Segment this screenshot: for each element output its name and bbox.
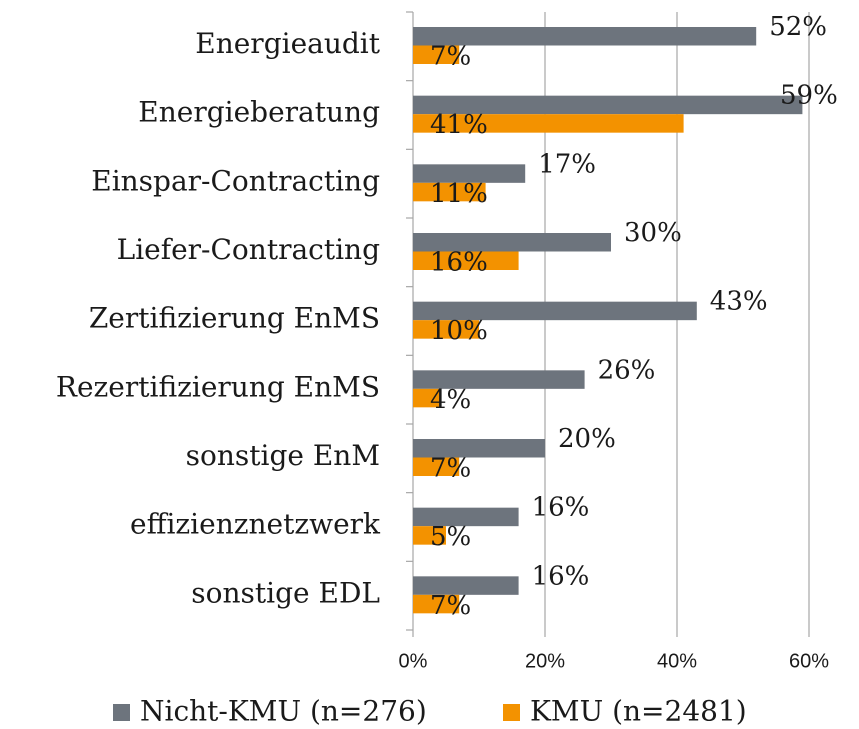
category-label: effizienznetzwerk — [130, 508, 381, 541]
bar — [413, 45, 460, 64]
category-label: Einspar-Contracting — [91, 164, 380, 197]
legend-label: KMU (n=2481) — [530, 695, 747, 728]
data-label: 16% — [532, 493, 590, 523]
legend-swatch — [503, 704, 520, 721]
data-label: 7% — [430, 454, 471, 484]
data-label: 30% — [624, 218, 682, 248]
category-label: Energieaudit — [195, 27, 380, 60]
bar — [413, 507, 519, 527]
data-label: 59% — [780, 81, 838, 111]
legend-swatch — [113, 704, 130, 721]
data-label: 5% — [430, 522, 471, 552]
bar — [413, 439, 545, 458]
legend-label: Nicht-KMU (n=276) — [140, 695, 427, 728]
category-label: Rezertifizierung EnMS — [56, 370, 380, 403]
category-label: Energieberatung — [138, 96, 380, 129]
data-label: 7% — [430, 591, 471, 621]
bar — [413, 457, 460, 476]
bar — [413, 526, 446, 545]
bar — [413, 594, 460, 614]
data-label: 7% — [430, 42, 471, 72]
category-label: sonstige EDL — [191, 576, 380, 609]
bar — [413, 320, 479, 339]
bar — [413, 576, 519, 595]
bar — [413, 114, 684, 133]
data-label: 11% — [430, 179, 488, 209]
data-label: 17% — [538, 149, 596, 179]
data-label: 16% — [532, 561, 590, 591]
x-tick-label: 0% — [399, 650, 428, 672]
x-tick-label: 20% — [525, 650, 565, 672]
category-label: sonstige EnM — [186, 439, 380, 472]
data-label: 26% — [598, 355, 656, 385]
x-tick-label: 40% — [657, 650, 697, 672]
data-label: 52% — [769, 12, 827, 42]
data-label: 43% — [710, 287, 768, 317]
bar — [413, 27, 757, 46]
bar — [413, 388, 440, 408]
bar — [413, 182, 486, 202]
bar — [413, 233, 611, 252]
data-label: 16% — [430, 248, 488, 278]
data-label: 4% — [430, 385, 471, 415]
bar — [413, 301, 697, 321]
bar — [413, 251, 519, 270]
category-label: Liefer-Contracting — [117, 233, 380, 266]
data-label: 10% — [430, 316, 488, 346]
data-label: 20% — [558, 424, 616, 454]
x-tick-label: 60% — [789, 650, 829, 672]
bar — [413, 164, 526, 183]
bar — [413, 95, 803, 115]
category-label: Zertifizierung EnMS — [89, 302, 380, 335]
data-label: 41% — [430, 110, 488, 140]
bar — [413, 370, 585, 389]
